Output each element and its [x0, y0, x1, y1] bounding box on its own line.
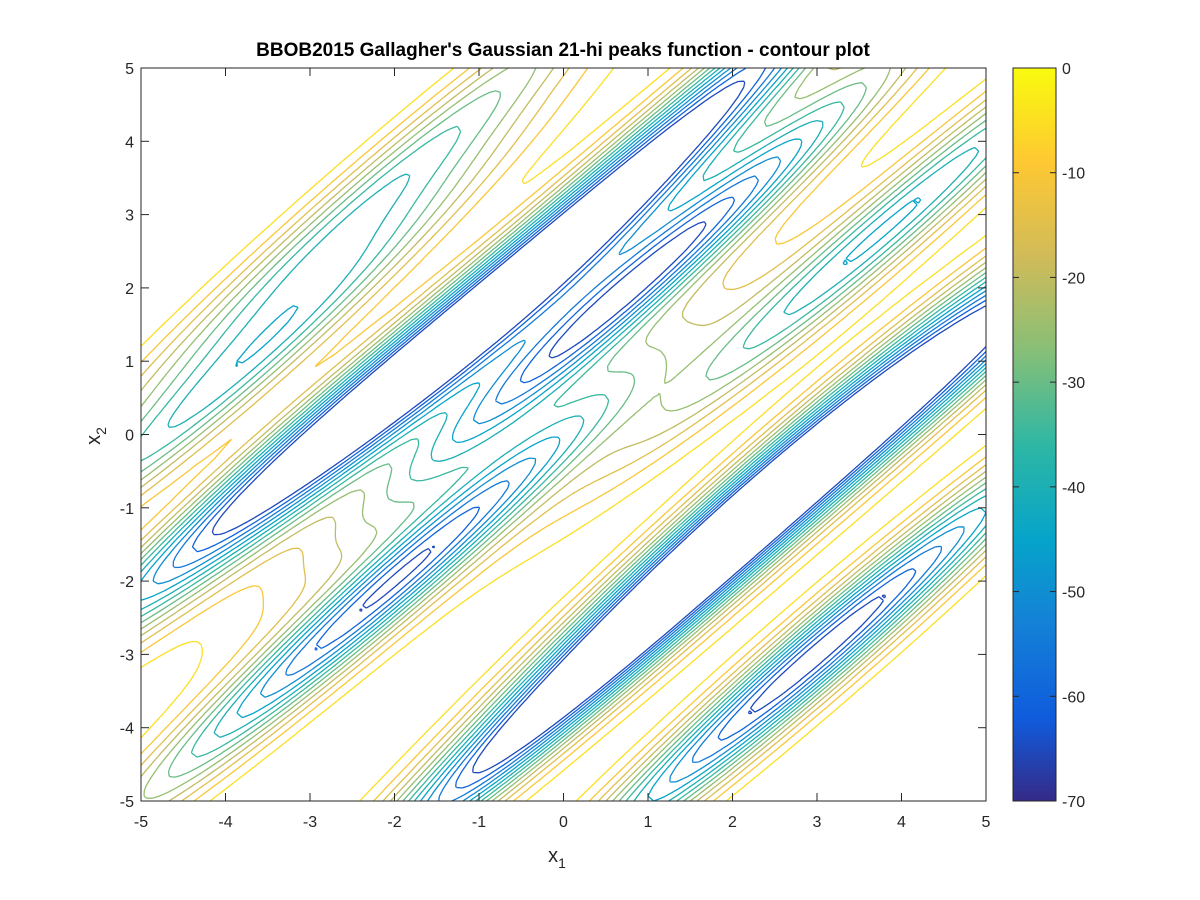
y-tick-label: -5 — [120, 794, 134, 811]
y-tick-label: -4 — [120, 721, 134, 738]
x-tick-label: 4 — [897, 814, 906, 831]
y-tick-label: 1 — [125, 354, 134, 371]
y-axis-label: x2 — [83, 427, 109, 445]
colorbar-tick-label: -70 — [1062, 794, 1085, 811]
y-tick-label: 0 — [125, 428, 134, 445]
colorbar — [1012, 67, 1057, 802]
x-tick-label: 0 — [559, 814, 568, 831]
contour-level-line — [141, 68, 986, 801]
x-axis-ticks: -5 -4 -3 -2 -1 0 1 2 3 4 5 — [134, 68, 991, 831]
colorbar-tick-label: -30 — [1062, 375, 1085, 392]
y-axis-ticks: -5 -4 -3 -2 -1 0 1 2 3 4 5 — [120, 61, 986, 811]
y-tick-label: 4 — [125, 134, 134, 151]
contour-level-line — [141, 68, 986, 801]
y-tick-label: -3 — [120, 647, 134, 664]
colorbar-tick-label: 0 — [1062, 61, 1071, 78]
contour-level-line — [141, 68, 986, 801]
contour-level-line — [191, 68, 986, 789]
x-tick-label: -1 — [472, 814, 486, 831]
colorbar-tick-label: -40 — [1062, 480, 1085, 497]
contour-level-line — [141, 68, 986, 801]
colorbar-tick-label: -10 — [1062, 166, 1085, 183]
colorbar-tick-label: -60 — [1062, 689, 1085, 706]
x-tick-label: -4 — [218, 814, 232, 831]
contour-level-line — [152, 68, 986, 801]
colorbar-ticks: 0 -10 -20 -30 -40 -50 -60 -70 — [1013, 61, 1085, 811]
plot-area — [141, 68, 986, 801]
contour-level-line — [141, 68, 986, 801]
y-tick-label: -2 — [120, 574, 134, 591]
contour-level-line — [172, 68, 986, 801]
x-tick-label: 5 — [982, 814, 991, 831]
contour-level-line — [141, 68, 986, 801]
y-tick-label: 3 — [125, 208, 134, 225]
x-tick-label: 1 — [644, 814, 653, 831]
x-tick-label: -2 — [387, 814, 401, 831]
x-tick-label: -5 — [134, 814, 148, 831]
colorbar-tick-label: -20 — [1062, 270, 1085, 287]
y-tick-label: 5 — [125, 61, 134, 78]
contour-lines — [141, 68, 986, 801]
colorbar-tick-label: -50 — [1062, 585, 1085, 602]
x-tick-label: 2 — [728, 814, 737, 831]
x-axis-label: x1 — [548, 845, 566, 871]
y-tick-label: -1 — [120, 501, 134, 518]
contour-level-line — [141, 68, 986, 801]
chart-title: BBOB2015 Gallagher's Gaussian 21-hi peak… — [256, 40, 870, 61]
x-tick-label: 3 — [813, 814, 822, 831]
x-tick-label: -3 — [303, 814, 317, 831]
contour-level-line — [141, 68, 986, 801]
y-tick-label: 2 — [125, 281, 134, 298]
contour-level-line — [211, 80, 986, 774]
